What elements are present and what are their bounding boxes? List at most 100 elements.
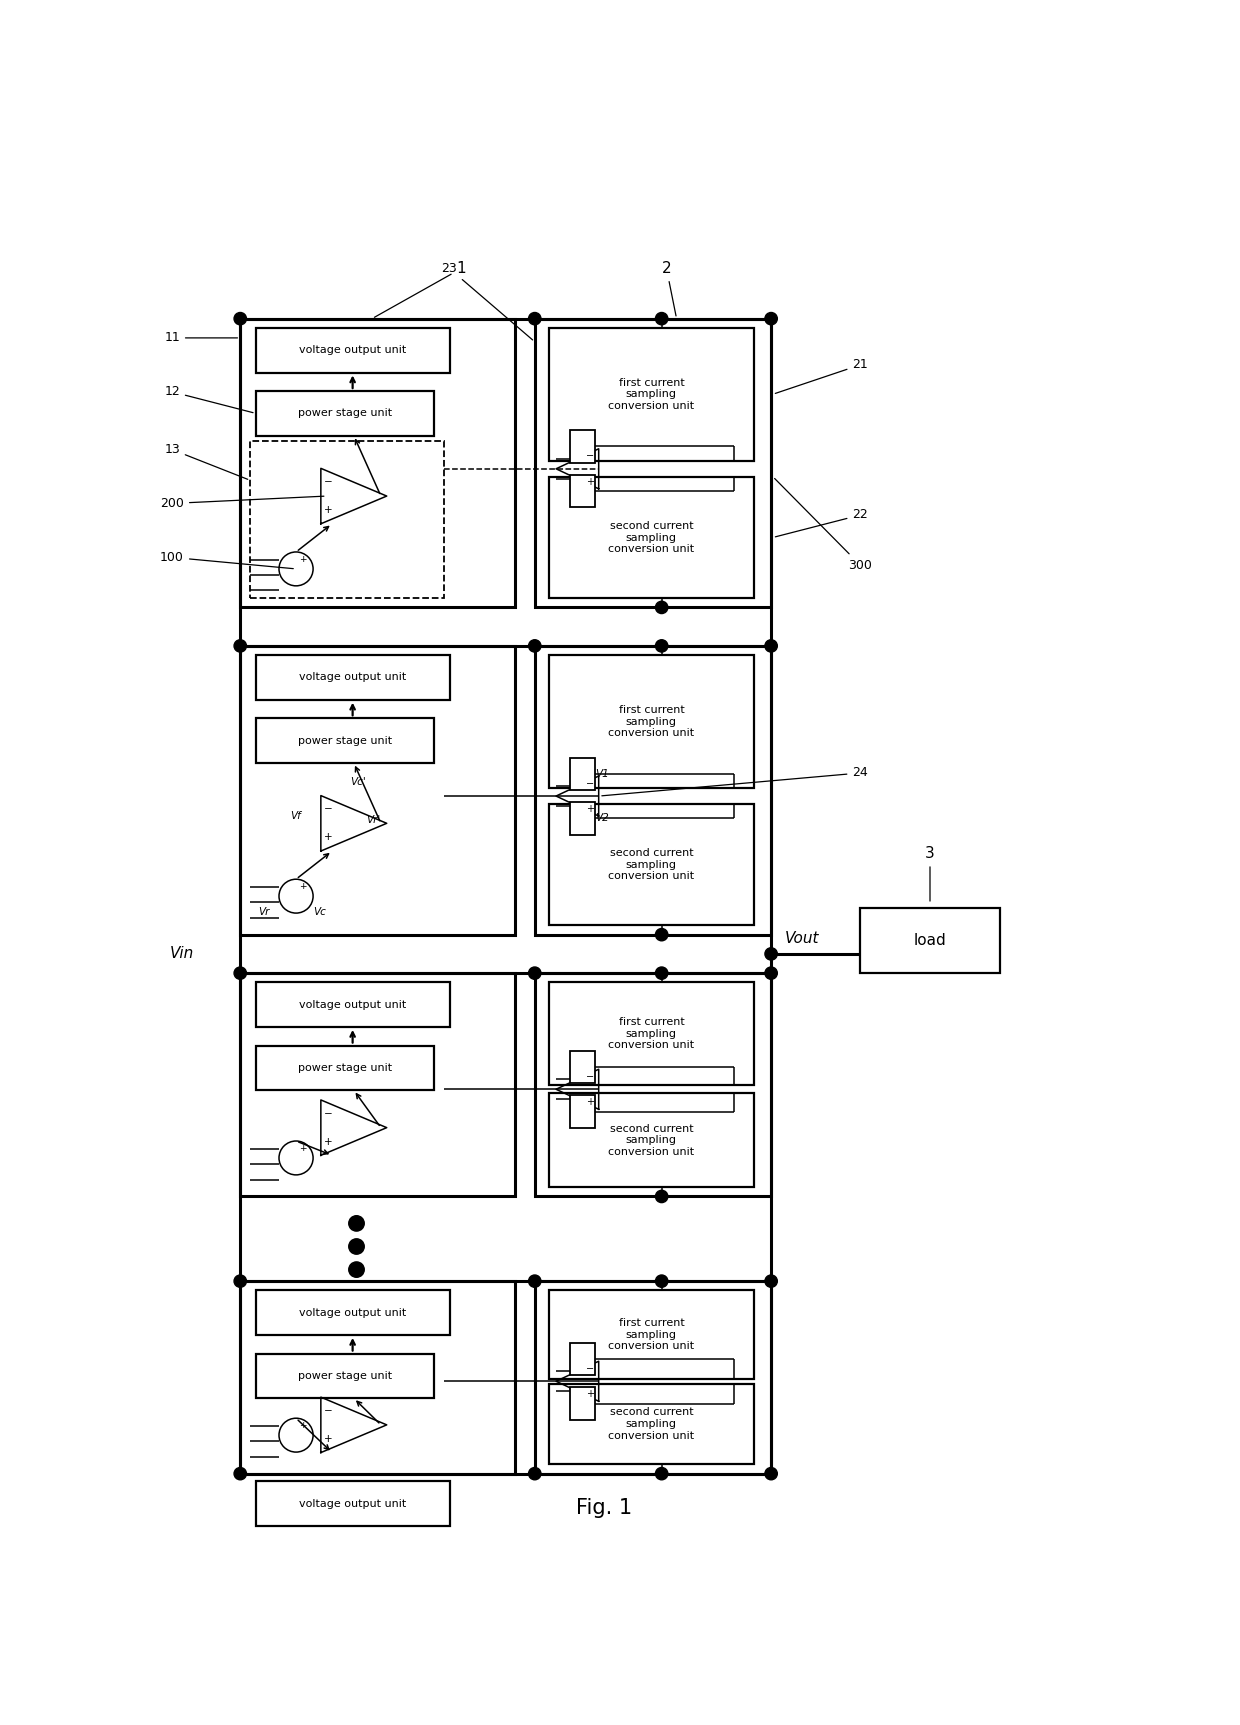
Circle shape — [765, 1275, 777, 1287]
Text: Vr: Vr — [258, 907, 269, 916]
Text: first current
sampling
conversion unit: first current sampling conversion unit — [609, 1318, 694, 1351]
Text: +: + — [299, 555, 306, 564]
Text: voltage output unit: voltage output unit — [299, 1499, 407, 1509]
Bar — [570, 1051, 595, 1083]
Bar — [534, 973, 771, 1197]
Text: +: + — [585, 476, 594, 486]
Text: Vc: Vc — [312, 907, 326, 916]
Circle shape — [234, 968, 247, 980]
Bar — [534, 645, 771, 935]
Bar — [549, 1383, 754, 1465]
Bar — [255, 328, 449, 373]
Circle shape — [765, 968, 777, 980]
Bar — [255, 983, 449, 1026]
Text: +: + — [299, 1421, 306, 1430]
Circle shape — [528, 640, 541, 652]
Bar — [255, 1354, 434, 1399]
Text: Vf: Vf — [290, 811, 301, 821]
Bar — [255, 1045, 434, 1090]
Bar — [250, 442, 444, 599]
Text: Vout: Vout — [785, 932, 820, 945]
Text: Vin: Vin — [170, 947, 195, 961]
Circle shape — [528, 1468, 541, 1480]
Bar — [570, 1095, 595, 1128]
Circle shape — [656, 968, 668, 980]
Bar — [534, 319, 771, 607]
Text: V1: V1 — [595, 769, 609, 778]
Text: voltage output unit: voltage output unit — [299, 1308, 407, 1318]
Text: power stage unit: power stage unit — [298, 1063, 392, 1073]
Bar — [570, 757, 595, 790]
Circle shape — [765, 947, 777, 961]
Text: second current
sampling
conversion unit: second current sampling conversion unit — [609, 521, 694, 554]
Circle shape — [656, 640, 668, 652]
Text: 13: 13 — [164, 443, 248, 480]
Bar — [549, 804, 754, 925]
Circle shape — [348, 1216, 365, 1232]
Text: first current
sampling
conversion unit: first current sampling conversion unit — [609, 1018, 694, 1051]
Text: −: − — [585, 778, 594, 788]
Bar — [241, 1282, 516, 1473]
Text: second current
sampling
conversion unit: second current sampling conversion unit — [609, 849, 694, 881]
Circle shape — [656, 602, 668, 614]
Text: +: + — [585, 1389, 594, 1399]
Text: first current
sampling
conversion unit: first current sampling conversion unit — [609, 378, 694, 411]
Circle shape — [234, 312, 247, 324]
Text: −: − — [324, 1406, 334, 1416]
Text: Fig. 1: Fig. 1 — [577, 1499, 632, 1518]
Text: −: − — [324, 804, 334, 814]
Text: 21: 21 — [775, 359, 868, 393]
Circle shape — [765, 312, 777, 324]
Circle shape — [765, 640, 777, 652]
Bar — [549, 1094, 754, 1187]
Text: first current
sampling
conversion unit: first current sampling conversion unit — [609, 706, 694, 738]
Bar — [241, 645, 516, 935]
Bar — [549, 983, 754, 1085]
Text: Vr': Vr' — [366, 816, 381, 825]
Circle shape — [234, 1275, 247, 1287]
Circle shape — [234, 640, 247, 652]
Bar — [255, 392, 434, 436]
Bar — [241, 319, 516, 607]
Bar — [549, 328, 754, 461]
Text: second current
sampling
conversion unit: second current sampling conversion unit — [609, 1123, 694, 1157]
Text: voltage output unit: voltage output unit — [299, 345, 407, 355]
Text: power stage unit: power stage unit — [298, 735, 392, 745]
Text: voltage output unit: voltage output unit — [299, 1000, 407, 1009]
Bar — [534, 1282, 771, 1473]
Bar — [241, 973, 516, 1197]
Text: V2: V2 — [595, 814, 609, 823]
Bar — [255, 1482, 449, 1527]
Bar — [549, 656, 754, 788]
Circle shape — [348, 1239, 365, 1254]
Circle shape — [656, 1190, 668, 1202]
Text: −: − — [585, 452, 594, 462]
Text: power stage unit: power stage unit — [298, 409, 392, 419]
Circle shape — [656, 312, 668, 324]
Circle shape — [528, 1275, 541, 1287]
Text: 23: 23 — [441, 262, 533, 340]
Text: +: + — [325, 1137, 332, 1147]
Text: 300: 300 — [775, 478, 872, 571]
Bar — [549, 1290, 754, 1378]
Circle shape — [656, 1275, 668, 1287]
Text: −: − — [324, 478, 334, 486]
Text: 100: 100 — [160, 550, 294, 569]
Text: 22: 22 — [775, 509, 868, 536]
Text: +: + — [585, 804, 594, 814]
Text: 200: 200 — [160, 497, 324, 511]
Bar — [570, 474, 595, 507]
Text: 11: 11 — [164, 331, 238, 345]
Text: 2: 2 — [662, 260, 676, 316]
Text: voltage output unit: voltage output unit — [299, 673, 407, 683]
Circle shape — [656, 928, 668, 940]
Text: +: + — [299, 1144, 306, 1152]
Circle shape — [528, 312, 541, 324]
Text: −: − — [324, 1109, 334, 1120]
Text: +: + — [325, 505, 332, 516]
Bar — [861, 907, 999, 973]
Text: −: − — [585, 1071, 594, 1082]
Text: +: + — [299, 881, 306, 892]
Bar — [570, 1342, 595, 1375]
Text: 1: 1 — [374, 260, 466, 317]
